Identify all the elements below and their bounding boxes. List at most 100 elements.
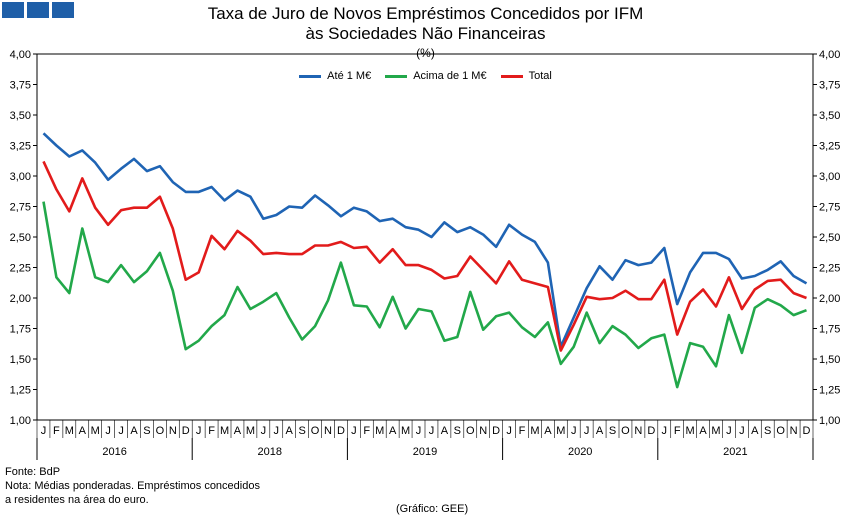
legend-swatch bbox=[385, 74, 408, 78]
x-month-label: O bbox=[311, 425, 320, 437]
y-tick-label-right: 1,25 bbox=[819, 385, 840, 397]
corner-logo-squares bbox=[2, 2, 74, 18]
x-month-label: O bbox=[156, 425, 165, 437]
x-month-label: D bbox=[337, 425, 345, 437]
y-tick-label: 1,25 bbox=[10, 385, 31, 397]
legend-item: Acima de 1 M€ bbox=[385, 70, 487, 82]
x-month-label: M bbox=[711, 425, 720, 437]
x-month-label: A bbox=[389, 425, 397, 437]
plot-frame bbox=[36, 53, 814, 421]
legend-label: Acima de 1 M€ bbox=[413, 70, 487, 82]
x-month-label: J bbox=[506, 425, 512, 437]
x-month-label: A bbox=[286, 425, 294, 437]
x-month-label: A bbox=[130, 425, 138, 437]
x-month-label: J bbox=[584, 425, 590, 437]
x-month-label: F bbox=[208, 425, 215, 437]
x-month-label: N bbox=[324, 425, 332, 437]
x-year-label: 2018 bbox=[258, 446, 282, 458]
y-tick-label-right: 3,25 bbox=[819, 141, 840, 153]
series-line bbox=[42, 132, 808, 349]
x-month-label: J bbox=[662, 425, 668, 437]
x-month-label: S bbox=[143, 425, 150, 437]
y-tick-label-right: 2,25 bbox=[819, 263, 840, 275]
x-year-label: 2019 bbox=[413, 446, 437, 458]
chart-title-line2: às Sociedades Não Financeiras bbox=[305, 24, 546, 43]
x-month-label: F bbox=[674, 425, 681, 437]
x-month-label: F bbox=[53, 425, 60, 437]
x-month-label: D bbox=[647, 425, 655, 437]
note-line1: Nota: Médias ponderadas. Empréstimos con… bbox=[5, 480, 260, 492]
x-month-label: J bbox=[196, 425, 202, 437]
x-month-label: D bbox=[803, 425, 811, 437]
x-month-label: M bbox=[530, 425, 539, 437]
legend-item: Até 1 M€ bbox=[299, 70, 371, 82]
x-month-label: M bbox=[556, 425, 565, 437]
legend-label: Total bbox=[528, 70, 552, 82]
y-tick-label: 2,50 bbox=[10, 232, 31, 244]
x-month-label: N bbox=[169, 425, 177, 437]
source-note: Fonte: BdP bbox=[5, 466, 61, 478]
x-month-label: O bbox=[621, 425, 630, 437]
x-month-label: S bbox=[764, 425, 771, 437]
x-month-label: S bbox=[454, 425, 461, 437]
y-tick-label-right: 2,75 bbox=[819, 202, 840, 214]
chart-unit: (%) bbox=[416, 46, 435, 60]
logo-square bbox=[52, 2, 74, 18]
y-tick-label: 3,75 bbox=[10, 80, 31, 92]
x-month-label: J bbox=[739, 425, 745, 437]
legend-item: Total bbox=[500, 70, 552, 82]
series-line bbox=[42, 160, 807, 352]
x-month-label: J bbox=[726, 425, 732, 437]
y-tick-label: 3,00 bbox=[10, 171, 31, 183]
x-month-label: J bbox=[105, 425, 111, 437]
x-year-label: 2016 bbox=[102, 446, 126, 458]
x-year-label: 2021 bbox=[723, 446, 747, 458]
y-tick-label: 4,00 bbox=[10, 49, 31, 61]
y-tick-label: 1,00 bbox=[10, 415, 31, 427]
y-tick-label: 2,75 bbox=[10, 202, 31, 214]
x-month-label: J bbox=[41, 425, 47, 437]
chart-legend: Até 1 M€ Acima de 1 M€ Total bbox=[0, 70, 851, 82]
x-month-label: D bbox=[182, 425, 190, 437]
y-tick-label-right: 1,00 bbox=[819, 415, 840, 427]
chart-credit: (Gráfico: GEE) bbox=[396, 503, 469, 515]
legend-swatch bbox=[299, 74, 322, 78]
x-month-label: M bbox=[375, 425, 384, 437]
y-tick-label: 1,50 bbox=[10, 354, 31, 366]
x-month-label: A bbox=[234, 425, 242, 437]
y-tick-label-right: 3,00 bbox=[819, 171, 840, 183]
x-month-label: S bbox=[609, 425, 616, 437]
x-month-label: A bbox=[751, 425, 759, 437]
x-month-label: A bbox=[544, 425, 552, 437]
y-tick-label: 2,25 bbox=[10, 263, 31, 275]
x-month-label: M bbox=[220, 425, 229, 437]
y-tick-label: 1,75 bbox=[10, 324, 31, 336]
x-year-label: 2020 bbox=[568, 446, 592, 458]
series-line bbox=[42, 201, 807, 389]
x-month-label: J bbox=[118, 425, 124, 437]
x-month-label: O bbox=[776, 425, 785, 437]
chart-title-line1: Taxa de Juro de Novos Empréstimos Conced… bbox=[207, 4, 644, 23]
x-month-label: M bbox=[401, 425, 410, 437]
x-month-label: M bbox=[686, 425, 695, 437]
x-month-label: N bbox=[479, 425, 487, 437]
legend-label: Até 1 M€ bbox=[327, 70, 372, 82]
logo-square bbox=[27, 2, 49, 18]
x-month-label: F bbox=[363, 425, 370, 437]
x-month-label: J bbox=[416, 425, 422, 437]
x-month-label: A bbox=[441, 425, 449, 437]
legend-swatch bbox=[500, 74, 523, 78]
y-tick-label-right: 2,00 bbox=[819, 293, 840, 305]
x-month-label: J bbox=[261, 425, 267, 437]
x-month-label: J bbox=[351, 425, 357, 437]
y-tick-label-right: 4,00 bbox=[819, 49, 840, 61]
x-month-label: J bbox=[571, 425, 577, 437]
y-tick-label: 2,00 bbox=[10, 293, 31, 305]
x-month-label: M bbox=[246, 425, 255, 437]
x-month-label: N bbox=[634, 425, 642, 437]
y-tick-label-right: 1,75 bbox=[819, 324, 840, 336]
x-month-label: J bbox=[429, 425, 435, 437]
x-month-label: J bbox=[274, 425, 280, 437]
y-tick-label: 3,50 bbox=[10, 110, 31, 122]
y-tick-label-right: 3,50 bbox=[819, 110, 840, 122]
